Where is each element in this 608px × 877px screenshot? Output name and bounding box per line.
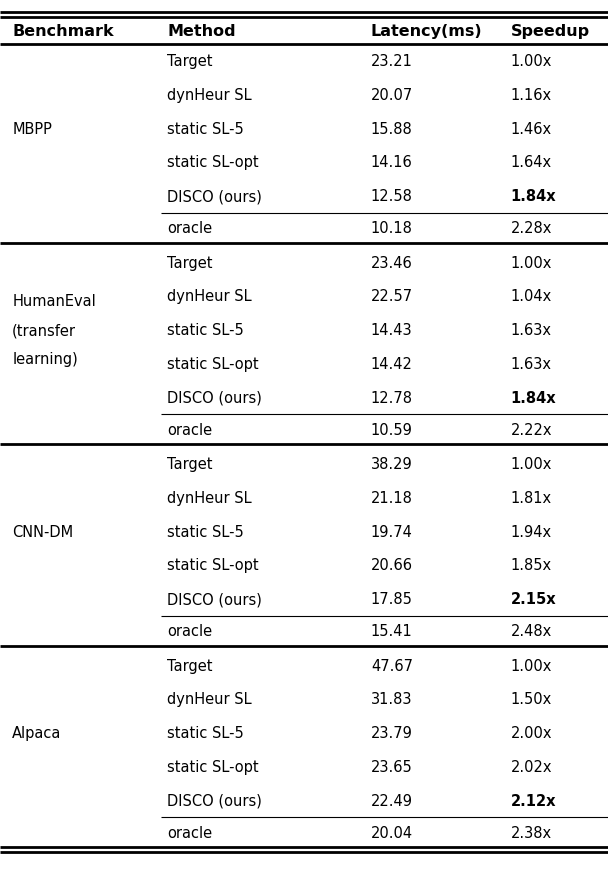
Text: static SL-5: static SL-5	[167, 524, 244, 539]
Text: Benchmark: Benchmark	[12, 24, 114, 39]
Text: 1.46x: 1.46x	[511, 122, 552, 137]
Text: 2.15x: 2.15x	[511, 592, 556, 607]
Text: 2.48x: 2.48x	[511, 624, 552, 638]
Text: 47.67: 47.67	[371, 658, 413, 673]
Text: 2.02x: 2.02x	[511, 759, 552, 774]
Text: static SL-opt: static SL-opt	[167, 155, 259, 170]
Text: HumanEval: HumanEval	[12, 294, 96, 309]
Text: 14.42: 14.42	[371, 357, 413, 372]
Text: Speedup: Speedup	[511, 24, 590, 39]
Text: 14.16: 14.16	[371, 155, 413, 170]
Text: DISCO (ours): DISCO (ours)	[167, 592, 262, 607]
Text: dynHeur SL: dynHeur SL	[167, 692, 252, 707]
Text: Method: Method	[167, 24, 236, 39]
Text: 21.18: 21.18	[371, 490, 413, 505]
Text: dynHeur SL: dynHeur SL	[167, 490, 252, 505]
Text: Target: Target	[167, 658, 213, 673]
Text: dynHeur SL: dynHeur SL	[167, 289, 252, 304]
Text: 38.29: 38.29	[371, 457, 413, 472]
Text: 1.84x: 1.84x	[511, 390, 556, 405]
Text: static SL-opt: static SL-opt	[167, 357, 259, 372]
Text: DISCO (ours): DISCO (ours)	[167, 793, 262, 808]
Text: 1.64x: 1.64x	[511, 155, 552, 170]
Text: 1.16x: 1.16x	[511, 88, 552, 103]
Text: 12.58: 12.58	[371, 189, 413, 204]
Text: 23.46: 23.46	[371, 255, 413, 270]
Text: CNN-DM: CNN-DM	[12, 524, 74, 539]
Text: oracle: oracle	[167, 221, 212, 236]
Text: 1.04x: 1.04x	[511, 289, 552, 304]
Text: Target: Target	[167, 255, 213, 270]
Text: 31.83: 31.83	[371, 692, 412, 707]
Text: 15.41: 15.41	[371, 624, 413, 638]
Text: 1.84x: 1.84x	[511, 189, 556, 204]
Text: 1.50x: 1.50x	[511, 692, 552, 707]
Text: DISCO (ours): DISCO (ours)	[167, 189, 262, 204]
Text: 1.81x: 1.81x	[511, 490, 552, 505]
Text: 1.85x: 1.85x	[511, 558, 552, 573]
Text: oracle: oracle	[167, 624, 212, 638]
Text: 15.88: 15.88	[371, 122, 413, 137]
Text: Target: Target	[167, 457, 213, 472]
Text: 2.28x: 2.28x	[511, 221, 552, 236]
Text: static SL-5: static SL-5	[167, 122, 244, 137]
Text: 12.78: 12.78	[371, 390, 413, 405]
Text: DISCO (ours): DISCO (ours)	[167, 390, 262, 405]
Text: 2.12x: 2.12x	[511, 793, 556, 808]
Text: 2.38x: 2.38x	[511, 824, 552, 839]
Text: 1.00x: 1.00x	[511, 457, 552, 472]
Text: 10.59: 10.59	[371, 422, 413, 437]
Text: 23.79: 23.79	[371, 725, 413, 740]
Text: oracle: oracle	[167, 824, 212, 839]
Text: 20.07: 20.07	[371, 88, 413, 103]
Text: static SL-opt: static SL-opt	[167, 558, 259, 573]
Text: (transfer: (transfer	[12, 323, 76, 338]
Text: 20.66: 20.66	[371, 558, 413, 573]
Text: 2.00x: 2.00x	[511, 725, 552, 740]
Text: 2.22x: 2.22x	[511, 422, 552, 437]
Text: MBPP: MBPP	[12, 122, 52, 137]
Text: 1.63x: 1.63x	[511, 323, 551, 338]
Text: learning): learning)	[12, 352, 78, 367]
Text: Latency(ms): Latency(ms)	[371, 24, 483, 39]
Text: oracle: oracle	[167, 422, 212, 437]
Text: 17.85: 17.85	[371, 592, 413, 607]
Text: 1.63x: 1.63x	[511, 357, 551, 372]
Text: Alpaca: Alpaca	[12, 725, 61, 740]
Text: Target: Target	[167, 54, 213, 69]
Text: 23.21: 23.21	[371, 54, 413, 69]
Text: 14.43: 14.43	[371, 323, 412, 338]
Text: static SL-opt: static SL-opt	[167, 759, 259, 774]
Text: 1.94x: 1.94x	[511, 524, 552, 539]
Text: dynHeur SL: dynHeur SL	[167, 88, 252, 103]
Text: 1.00x: 1.00x	[511, 658, 552, 673]
Text: 1.00x: 1.00x	[511, 54, 552, 69]
Text: static SL-5: static SL-5	[167, 725, 244, 740]
Text: 10.18: 10.18	[371, 221, 413, 236]
Text: 23.65: 23.65	[371, 759, 413, 774]
Text: 22.49: 22.49	[371, 793, 413, 808]
Text: 1.00x: 1.00x	[511, 255, 552, 270]
Text: 22.57: 22.57	[371, 289, 413, 304]
Text: 19.74: 19.74	[371, 524, 413, 539]
Text: 20.04: 20.04	[371, 824, 413, 839]
Text: static SL-5: static SL-5	[167, 323, 244, 338]
